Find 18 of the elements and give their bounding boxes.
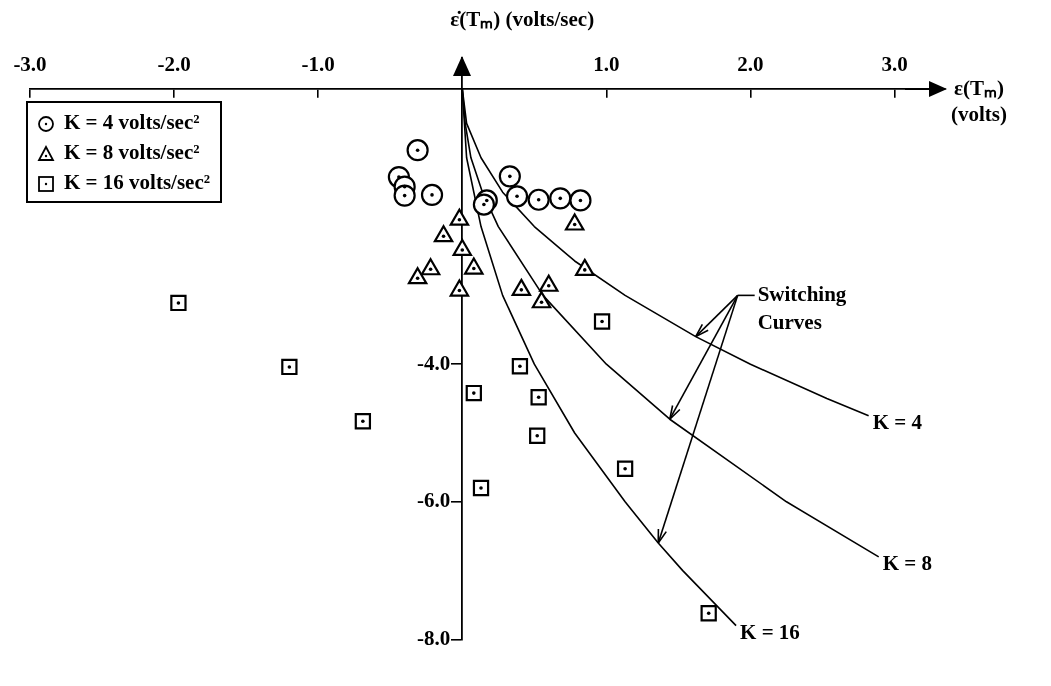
x-tick-label: -2.0: [157, 51, 191, 76]
x-tick-label: -3.0: [13, 51, 47, 76]
y-tick-label: -6.0: [417, 488, 451, 513]
x-tick-label: 3.0: [881, 51, 908, 76]
legend-label: K = 4 volts/sec²: [64, 109, 200, 134]
legend-label: K = 16 volts/sec²: [64, 169, 210, 194]
x-tick-label: -1.0: [301, 51, 335, 76]
y-axis-title: ε̇(Tₘ) (volts/sec): [450, 6, 595, 32]
x-tick-label: 1.0: [593, 51, 620, 76]
y-tick-label: -8.0: [417, 625, 451, 650]
legend-label: K = 8 volts/sec²: [64, 139, 200, 164]
annotation: Switching Curves: [757, 281, 847, 334]
series-label: K = 4: [872, 410, 923, 435]
y-tick-label: -4.0: [417, 350, 451, 375]
series-label: K = 16: [740, 620, 800, 645]
series-label: K = 8: [882, 551, 933, 576]
x-tick-label: 2.0: [737, 51, 764, 76]
x-axis-title: ε(Tₘ) (volts): [951, 74, 1007, 127]
